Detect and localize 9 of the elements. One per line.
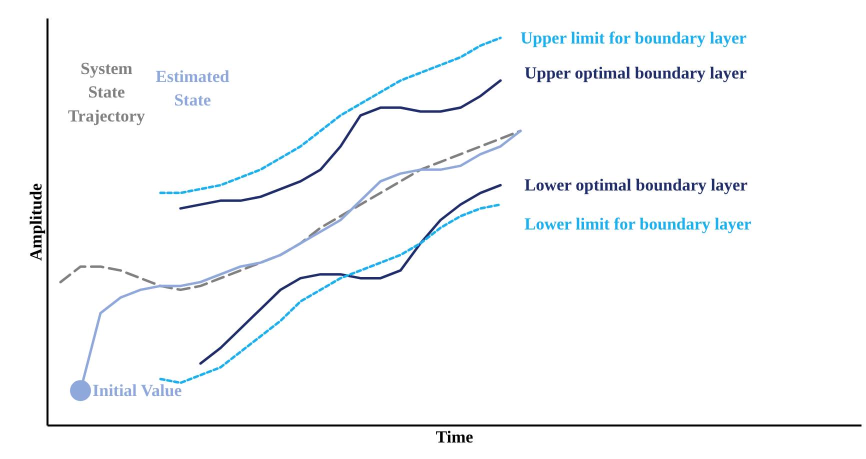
series-label: Lower optimal boundary layer [524,176,748,195]
series-label: Upper optimal boundary layer [524,63,748,82]
y-axis-title: Amplitude [26,182,46,261]
text: System State Trajectory [68,58,146,126]
series-label: Lower limit for boundary layer [524,214,752,234]
series-label: Upper limit for boundary layer [520,28,747,48]
x-axis-title: Time [436,428,474,446]
text: Estimated State [156,66,230,110]
annotation: Initial Value [92,381,182,400]
